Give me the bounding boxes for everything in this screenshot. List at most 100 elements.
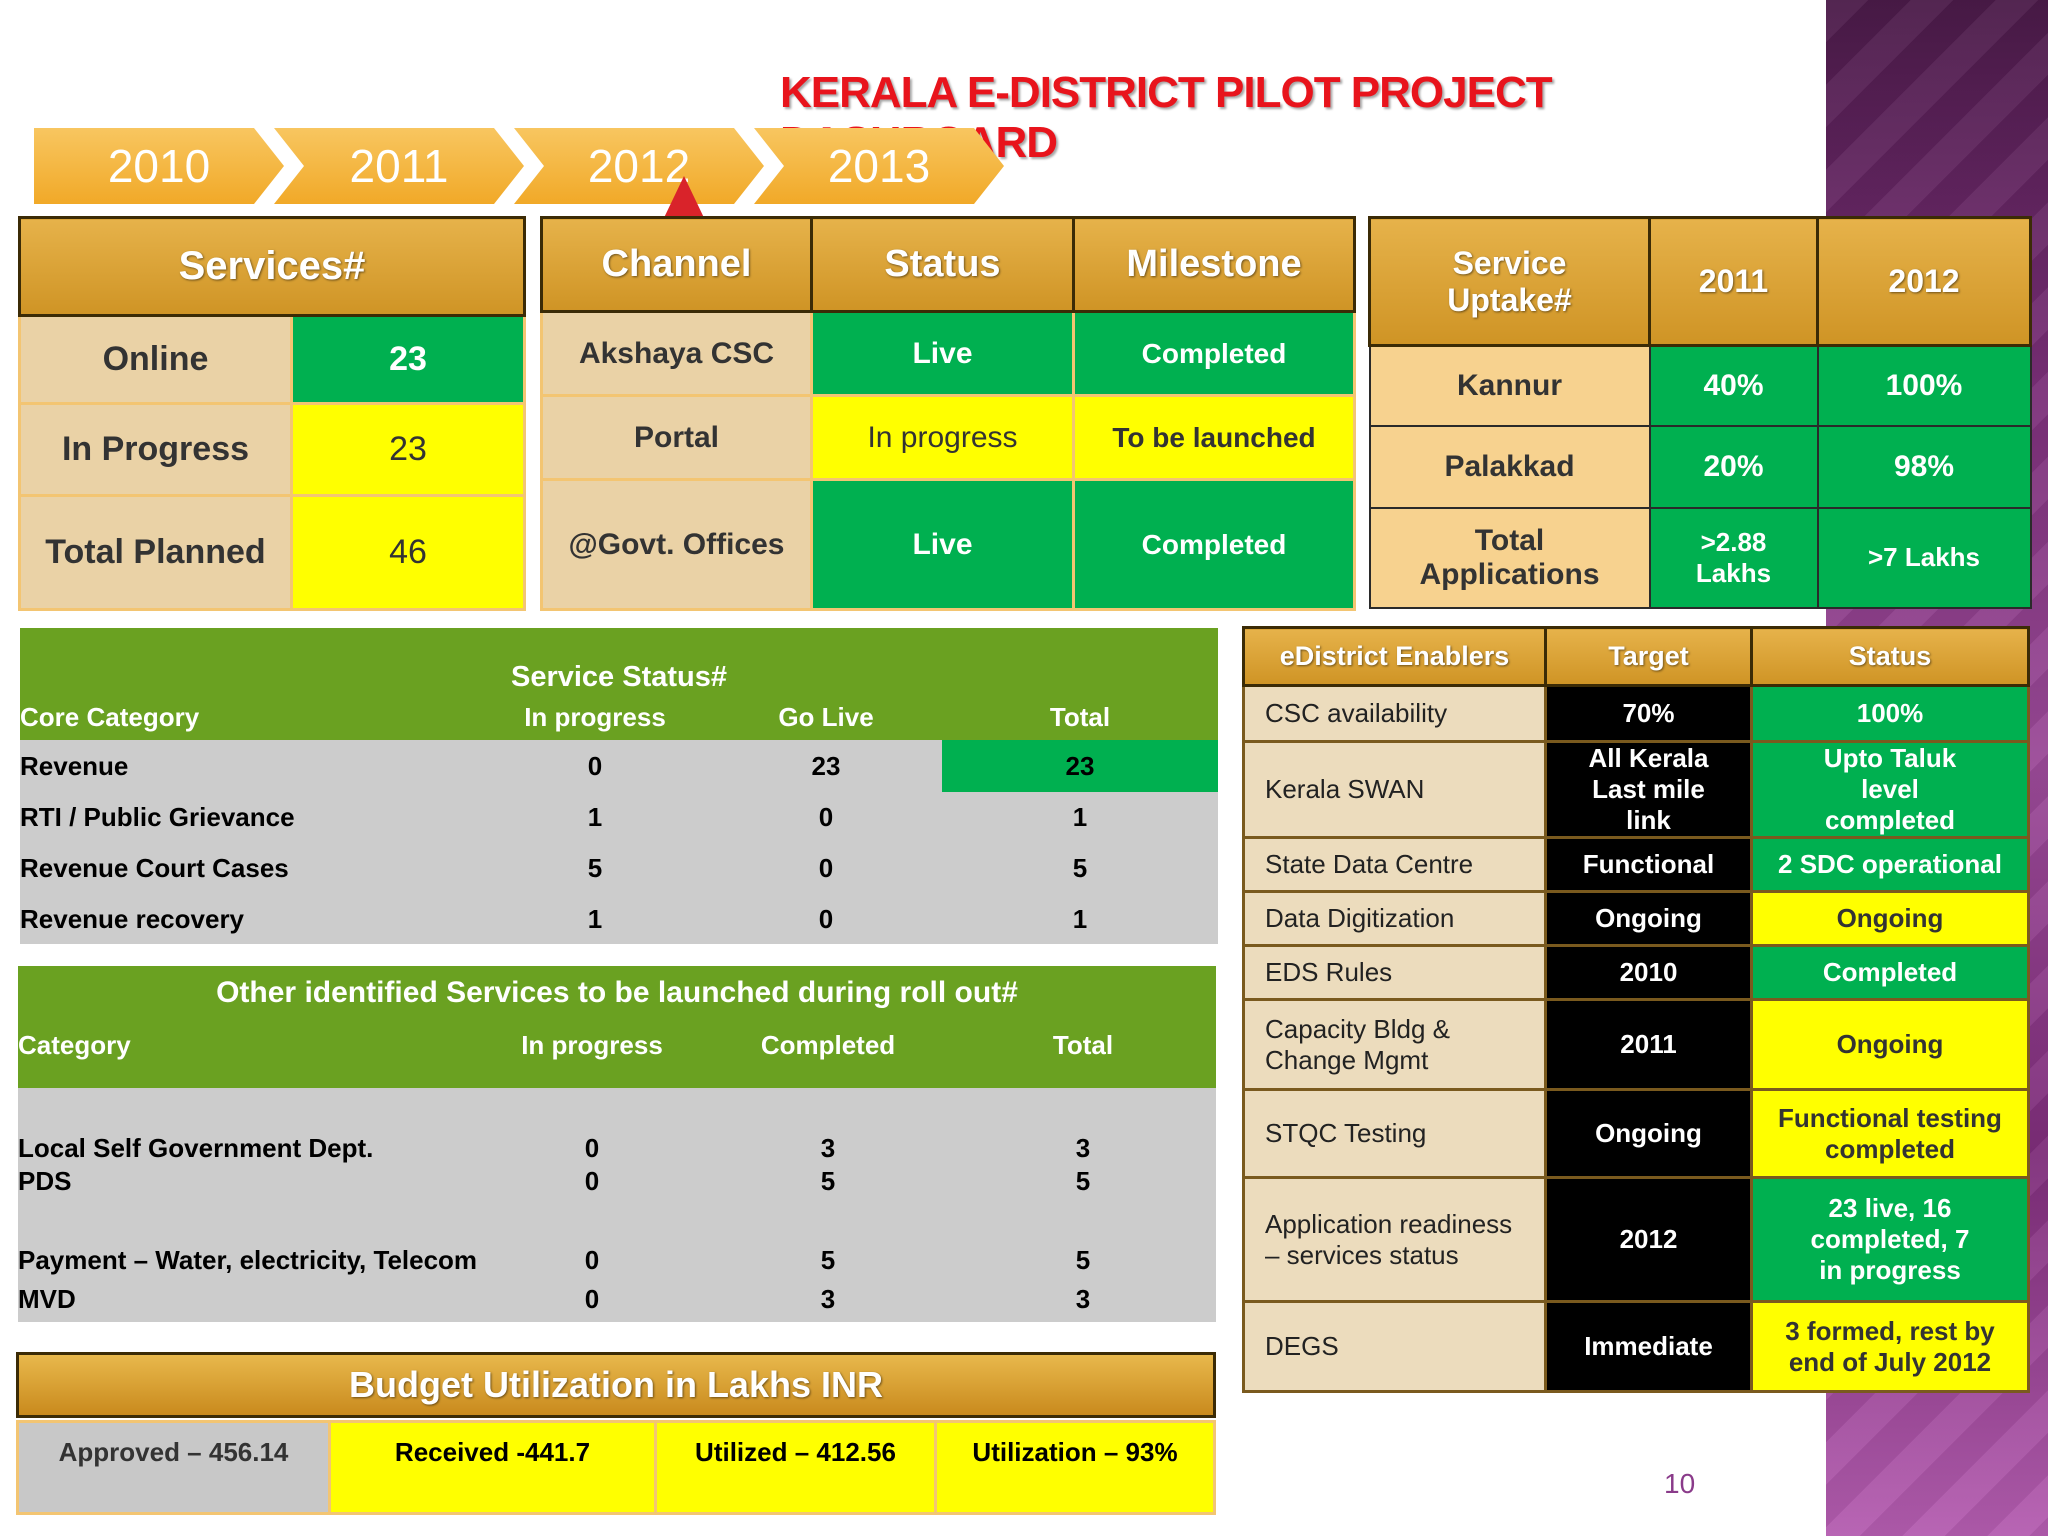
status-category: Revenue recovery	[20, 903, 245, 934]
uptake-2011: 40%	[1648, 344, 1819, 427]
service-status-table: Service Status# Core Category In progres…	[20, 628, 1218, 944]
uptake-2011: >2.88 Lakhs	[1648, 506, 1819, 609]
year-timeline: 2010 2011 2012 2013	[34, 128, 1054, 204]
budget-table: Approved – 456.14 Received -441.7 Utiliz…	[16, 1420, 1216, 1515]
channel-milestone: Completed	[1072, 310, 1356, 397]
enabler-status: 23 live, 16 completed, 7 in progress	[1750, 1176, 2030, 1303]
status-category: Revenue Court Cases	[20, 852, 289, 883]
status-in-progress: 0	[587, 750, 603, 781]
uptake-2012: >7 Lakhs	[1816, 506, 2032, 609]
enabler-target: Ongoing	[1544, 1088, 1753, 1179]
timeline-year-2013: 2013	[754, 128, 1004, 204]
services-value: 23	[290, 402, 526, 497]
services-value: 23	[290, 314, 526, 405]
services-value: 46	[290, 494, 526, 611]
budget-header: Budget Utilization in Lakhs INR	[16, 1352, 1216, 1418]
status-in-progress: 5	[587, 852, 603, 883]
other-services-table: Other identified Services to be launched…	[18, 966, 1216, 1322]
budget-utilized: Utilized – 412.56	[654, 1420, 937, 1515]
other-completed: 5	[820, 1166, 836, 1196]
enabler-label: Capacity Bldg & Change Mgmt	[1242, 998, 1547, 1091]
col-header: In progress	[521, 1030, 663, 1060]
enabler-status: Completed	[1750, 944, 2030, 1001]
col-header: Core Category	[20, 701, 200, 732]
status-go-live: 23	[811, 750, 841, 781]
other-in-progress: 0	[584, 1283, 600, 1314]
enabler-label: State Data Centre	[1242, 836, 1547, 893]
enabler-status: Ongoing	[1750, 890, 2030, 947]
status-go-live: 0	[818, 903, 834, 934]
other-total: 3	[1075, 1133, 1091, 1163]
other-in-progress: 0	[584, 1133, 600, 1163]
uptake-header: Service Uptake#	[1368, 216, 1651, 347]
status-category: RTI / Public Grievance	[20, 801, 295, 832]
budget-utilization: Utilization – 93%	[934, 1420, 1216, 1515]
uptake-year-2011-header: 2011	[1648, 216, 1819, 347]
target-header: Target	[1544, 626, 1753, 687]
enabler-status: Functional testing completed	[1750, 1088, 2030, 1179]
current-year-marker-icon	[662, 176, 706, 222]
status-total: 1	[1072, 801, 1088, 832]
enabler-target: 2010	[1544, 944, 1753, 1001]
other-completed: 3	[820, 1133, 836, 1163]
enabler-target: 70%	[1544, 684, 1753, 743]
status-in-progress: 1	[587, 801, 603, 832]
enabler-target: Immediate	[1544, 1300, 1753, 1393]
service-uptake-table: Service Uptake# 2011 2012 Kannur 40% 100…	[1368, 216, 2032, 609]
other-services-title: Other identified Services to be launched…	[216, 976, 1018, 1009]
uptake-2012: 100%	[1816, 344, 2032, 427]
services-label: Total Planned	[18, 494, 293, 611]
col-header: Category	[18, 1030, 131, 1060]
uptake-label: Kannur	[1368, 344, 1651, 427]
status-total: 23	[942, 740, 1218, 792]
enabler-target: All Kerala Last mile link	[1544, 740, 1753, 839]
enabler-label: Kerala SWAN	[1242, 740, 1547, 839]
uptake-label: Palakkad	[1368, 424, 1651, 509]
page-number: 10	[1664, 1468, 1696, 1499]
channel-header: Channel	[540, 216, 813, 313]
other-total: 3	[1075, 1283, 1091, 1314]
uptake-year-2012-header: 2012	[1816, 216, 2032, 347]
enabler-status: Ongoing	[1750, 998, 2030, 1091]
other-total: 5	[1075, 1166, 1091, 1196]
enabler-target: 2012	[1544, 1176, 1753, 1303]
timeline-year-2011: 2011	[274, 128, 524, 204]
col-header: Total	[1052, 1030, 1114, 1060]
services-label: Online	[18, 314, 293, 405]
enabler-status: 100%	[1750, 684, 2030, 743]
enabler-status: 3 formed, rest by end of July 2012	[1750, 1300, 2030, 1393]
other-completed: 5	[820, 1245, 836, 1275]
enabler-label: Data Digitization	[1242, 890, 1547, 947]
enabler-status: 2 SDC operational	[1750, 836, 2030, 893]
enabler-target: Ongoing	[1544, 890, 1753, 947]
enabler-label: EDS Rules	[1242, 944, 1547, 1001]
channel-milestone: To be launched	[1072, 394, 1356, 481]
channel-name: Akshaya CSC	[540, 310, 813, 397]
budget-approved: Approved – 456.14	[16, 1420, 331, 1515]
other-completed: 3	[820, 1283, 836, 1314]
channel-name: @Govt. Offices	[540, 478, 813, 611]
milestone-header: Milestone	[1072, 216, 1356, 313]
enabler-label: DEGS	[1242, 1300, 1547, 1393]
uptake-2012: 98%	[1816, 424, 2032, 509]
uptake-label: Total Applications	[1368, 506, 1651, 609]
status-total: 5	[1072, 852, 1088, 883]
status-header: Status	[810, 216, 1075, 313]
other-category: MVD	[18, 1283, 76, 1314]
col-header: Total	[1049, 701, 1111, 732]
channel-status: Live	[810, 310, 1075, 397]
status-go-live: 0	[818, 852, 834, 883]
enabler-target: Functional	[1544, 836, 1753, 893]
other-category: Local Self Government Dept.	[18, 1133, 374, 1163]
enabler-status: Upto Taluk level completed	[1750, 740, 2030, 839]
status-go-live: 0	[818, 801, 834, 832]
col-header: In progress	[524, 701, 666, 732]
channel-status: Live	[810, 478, 1075, 611]
col-header: Go Live	[778, 701, 874, 732]
budget-received: Received -441.7	[328, 1420, 657, 1515]
other-total: 5	[1075, 1245, 1091, 1275]
enabler-target: 2011	[1544, 998, 1753, 1091]
status-category: Revenue	[20, 750, 129, 781]
enabler-label: CSC availability	[1242, 684, 1547, 743]
other-in-progress: 0	[584, 1245, 600, 1275]
